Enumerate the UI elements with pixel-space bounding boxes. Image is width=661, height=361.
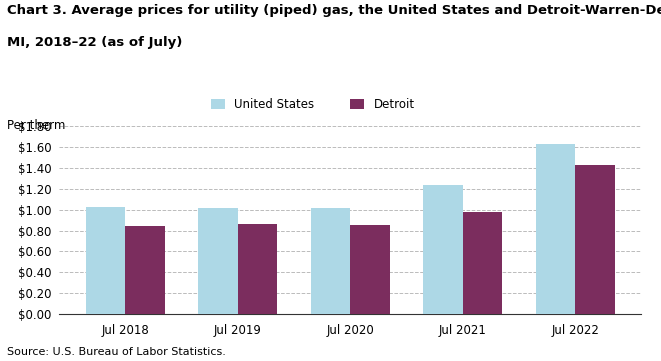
Bar xyxy=(536,144,575,314)
Text: Per therm: Per therm xyxy=(7,119,65,132)
Bar xyxy=(126,226,165,314)
Bar xyxy=(86,206,126,314)
Bar xyxy=(350,225,390,314)
Bar xyxy=(463,212,502,314)
Bar xyxy=(424,185,463,314)
Bar xyxy=(311,208,350,314)
Text: Chart 3. Average prices for utility (piped) gas, the United States and Detroit-W: Chart 3. Average prices for utility (pip… xyxy=(7,4,661,17)
Bar xyxy=(238,225,277,314)
Bar xyxy=(575,165,615,314)
Bar xyxy=(198,208,238,314)
Legend: United States, Detroit: United States, Detroit xyxy=(211,99,414,112)
Text: MI, 2018–22 (as of July): MI, 2018–22 (as of July) xyxy=(7,36,182,49)
Text: Source: U.S. Bureau of Labor Statistics.: Source: U.S. Bureau of Labor Statistics. xyxy=(7,347,225,357)
